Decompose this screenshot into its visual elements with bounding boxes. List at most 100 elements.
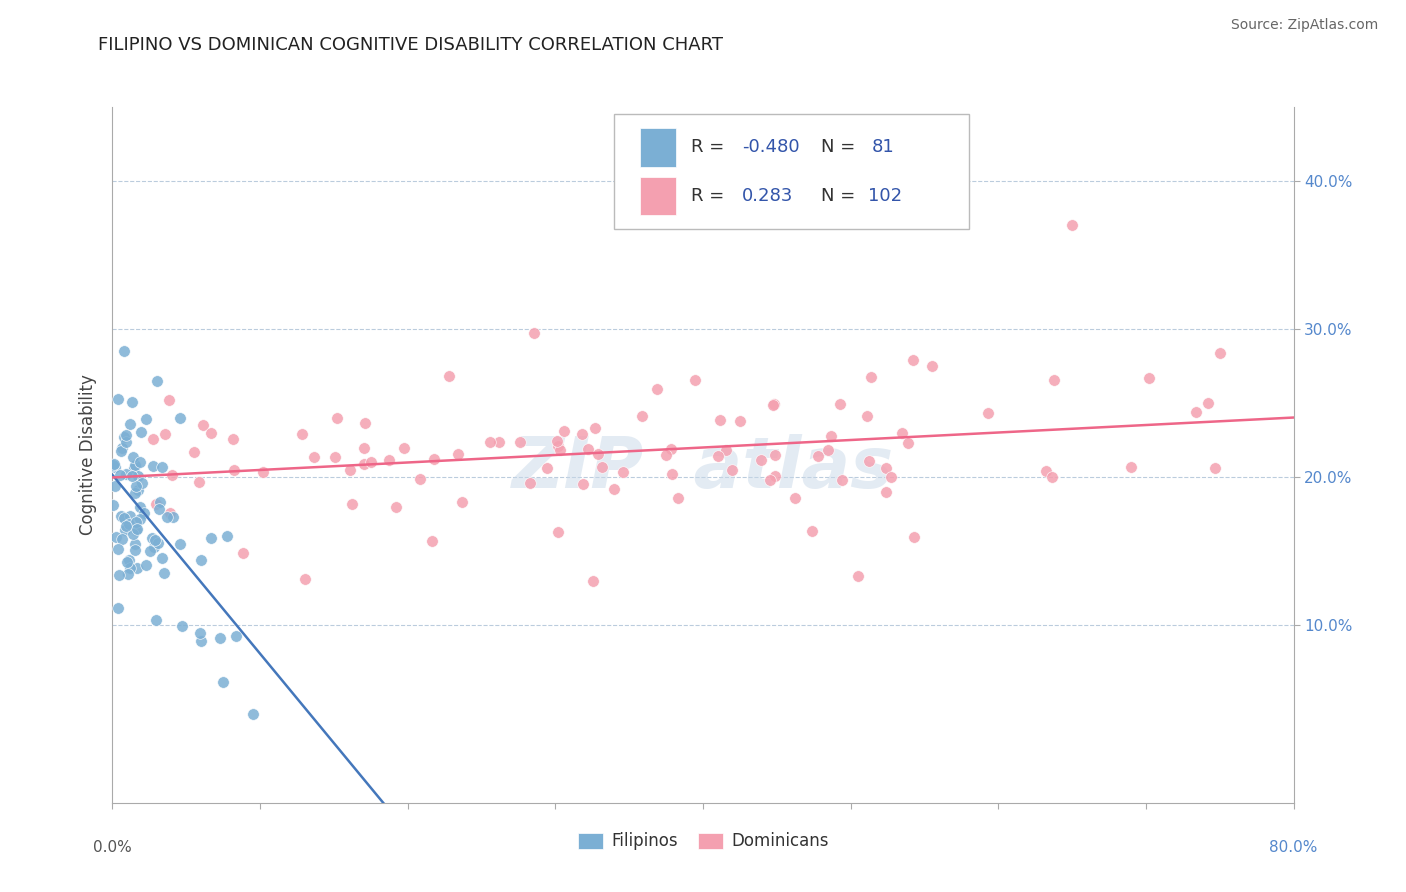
Point [121, 450, 143, 464]
Point [612, 465, 634, 479]
Point [121, 468, 143, 483]
Point [546, 434, 568, 448]
Point [188, 475, 211, 489]
Point [143, 533, 166, 548]
Point [138, 544, 160, 558]
Point [763, 468, 786, 483]
Point [583, 421, 606, 435]
Point [763, 449, 786, 463]
Point [152, 566, 174, 581]
Point [547, 439, 569, 453]
Point [1204, 461, 1226, 475]
Point [125, 523, 148, 537]
Point [149, 494, 172, 508]
Point [157, 392, 180, 407]
Point [242, 706, 264, 721]
Point [409, 472, 432, 486]
Point [120, 417, 142, 431]
Point [127, 561, 149, 575]
Point [977, 406, 1000, 420]
Point [360, 455, 382, 469]
Point [571, 477, 593, 491]
Point [110, 444, 132, 458]
Point [807, 450, 830, 464]
Point [858, 454, 880, 468]
Point [200, 425, 222, 440]
Point [155, 427, 177, 442]
Point [128, 512, 150, 526]
Point [129, 455, 152, 469]
Point [115, 427, 138, 442]
Point [831, 473, 853, 487]
Point [576, 442, 599, 456]
Point [1208, 346, 1230, 360]
Point [450, 495, 472, 509]
Point [169, 536, 191, 550]
Point [420, 533, 443, 548]
Point [353, 457, 375, 471]
Text: FILIPINO VS DOMINICAN COGNITIVE DISABILITY CORRELATION CHART: FILIPINO VS DOMINICAN COGNITIVE DISABILI… [98, 36, 724, 54]
Point [547, 524, 569, 539]
Point [114, 524, 136, 538]
Point [132, 506, 155, 520]
Point [145, 497, 167, 511]
Point [118, 561, 141, 575]
Point [762, 398, 785, 412]
Point [655, 448, 678, 462]
Point [115, 435, 138, 450]
Point [232, 546, 254, 560]
Point [110, 509, 132, 524]
Text: N =: N = [821, 138, 860, 156]
Point [591, 460, 613, 475]
Point [354, 416, 377, 430]
Point [509, 434, 531, 449]
Point [212, 675, 235, 690]
Text: ZIP  atlas: ZIP atlas [512, 434, 894, 503]
FancyBboxPatch shape [640, 177, 676, 215]
Point [148, 501, 170, 516]
Point [125, 515, 148, 529]
Point [536, 460, 558, 475]
Point [124, 537, 146, 551]
Point [188, 626, 211, 640]
Point [128, 500, 150, 514]
Point [291, 427, 314, 442]
Point [553, 424, 575, 438]
Point [1062, 219, 1084, 233]
Point [897, 435, 920, 450]
Point [162, 509, 184, 524]
Point [340, 497, 363, 511]
Point [117, 516, 139, 531]
Point [582, 574, 605, 588]
Point [131, 476, 153, 491]
Point [488, 435, 510, 450]
FancyBboxPatch shape [640, 128, 676, 167]
Point [150, 459, 173, 474]
Point [921, 359, 943, 373]
Point [127, 469, 149, 483]
FancyBboxPatch shape [614, 114, 969, 229]
Point [125, 522, 148, 536]
Point [714, 442, 737, 457]
Point [115, 555, 138, 569]
Text: N =: N = [821, 187, 860, 205]
Point [222, 463, 245, 477]
Point [1035, 464, 1057, 478]
Point [169, 411, 191, 425]
Point [339, 463, 361, 477]
Point [114, 518, 136, 533]
Point [859, 370, 882, 384]
Point [800, 524, 823, 538]
Point [759, 473, 782, 487]
Point [127, 483, 149, 497]
Point [103, 498, 125, 512]
Point [384, 500, 406, 514]
Point [377, 453, 399, 467]
Point [1040, 470, 1063, 484]
Point [124, 543, 146, 558]
Point [1197, 396, 1219, 410]
Text: 81: 81 [872, 138, 894, 156]
Point [891, 426, 914, 441]
Point [1043, 374, 1066, 388]
Text: 0.0%: 0.0% [93, 839, 132, 855]
